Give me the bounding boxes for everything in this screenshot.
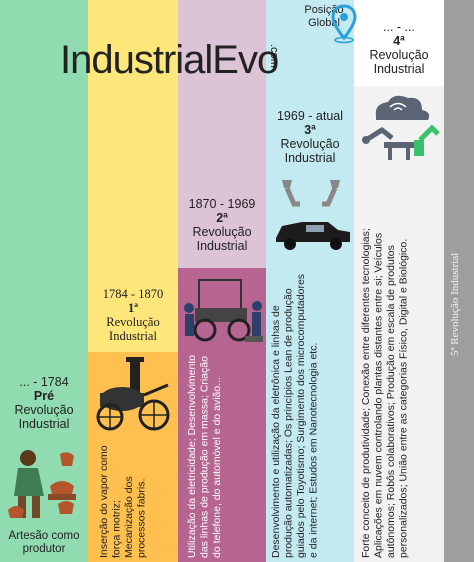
column-fifth-revolution: [444, 0, 474, 562]
era-pre-industrial: ... - 1784 Pré Revolução Industrial: [0, 375, 88, 431]
cloud-robot-illustration: [362, 95, 440, 160]
map-pin-icon: [331, 4, 357, 44]
era-line2: Industrial: [18, 417, 70, 431]
era-line1: Revolução: [106, 315, 160, 329]
fourth-revolution-description: Forte conceito de produtividade; Conexão…: [360, 228, 410, 558]
era-first-revolution: 1784 - 1870 1ª Revolução Industrial: [88, 287, 178, 343]
third-revolution-description: Desenvolvimento e utilização da eletrôni…: [270, 273, 320, 558]
early-automobile-illustration: [184, 279, 263, 342]
era-line1: Revolução: [14, 403, 74, 417]
era-line2: Industrial: [109, 329, 157, 343]
era-date: 1969 - atual: [276, 109, 344, 123]
era-third-revolution: 1969 - atual 3ª Revolução Industrial: [266, 109, 354, 165]
era-line2: Industrial: [284, 151, 336, 165]
column-pre-industrial-image-area: [0, 444, 88, 562]
logo-text: IndustrialEvo: [60, 38, 279, 82]
era-ordinal: 2ª: [216, 211, 228, 225]
era-date: ... - ...: [383, 20, 415, 34]
artisan-illustration: [8, 450, 76, 518]
era-second-revolution: 1870 - 1969 2ª Revolução Industrial: [178, 197, 266, 253]
era-fourth-revolution: ... - ... 4ª Revolução Industrial: [354, 20, 444, 76]
era-ordinal: Pré: [33, 389, 55, 403]
era-line1: Revolução: [192, 225, 252, 239]
first-revolution-description: Inserção do vapor como força motriz; Mec…: [98, 445, 148, 558]
era-line1: Revolução: [280, 137, 340, 151]
era-line2: Industrial: [196, 239, 248, 253]
era-date: 1784 - 1870: [102, 287, 164, 301]
artisan-caption-line2: produtor: [22, 543, 66, 555]
column-pre-industrial: [0, 0, 88, 444]
era-date: ... - 1784: [19, 375, 69, 389]
era-ordinal: 3ª: [304, 123, 316, 137]
column-fourth-revolution-top: [354, 0, 444, 86]
era-date: 1870 - 1969: [188, 197, 256, 211]
robot-arm-car-illustration: [276, 180, 350, 250]
column-third-revolution: [266, 0, 354, 562]
column-fourth-revolution-body: [354, 86, 444, 562]
column-first-revolution-top: [88, 0, 178, 352]
logo-suffix: .com: [268, 44, 280, 68]
artisan-caption-line1: Artesão como: [8, 530, 80, 542]
artisan-caption: Artesão como produtor: [0, 530, 88, 556]
fifth-revolution-label: 5ª Revolução Industrial: [449, 252, 461, 356]
column-second-revolution-top: [178, 0, 266, 268]
era-line1: Revolução: [369, 48, 429, 62]
era-ordinal: 4ª: [393, 34, 405, 48]
era-line2: Industrial: [373, 62, 425, 76]
second-revolution-description: Utilização da eletricidade; Desenvolvime…: [186, 354, 223, 558]
era-ordinal: 1ª: [128, 301, 138, 315]
steam-engine-illustration: [96, 357, 170, 431]
